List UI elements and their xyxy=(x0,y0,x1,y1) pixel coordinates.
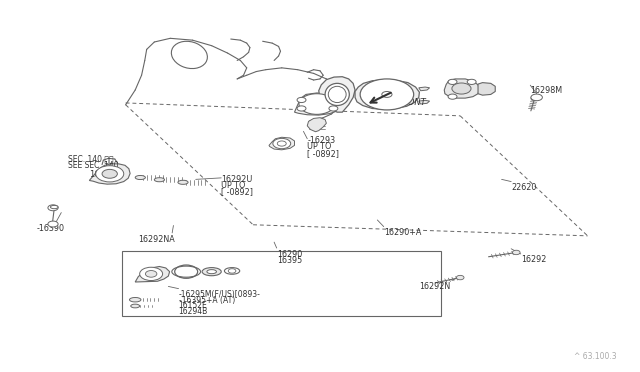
Ellipse shape xyxy=(207,270,216,274)
Circle shape xyxy=(228,269,236,273)
Circle shape xyxy=(299,94,335,114)
Circle shape xyxy=(273,138,291,149)
Text: 16290+A: 16290+A xyxy=(384,228,421,237)
Circle shape xyxy=(96,166,124,182)
Circle shape xyxy=(467,79,476,84)
Text: 16292U: 16292U xyxy=(221,175,253,184)
Circle shape xyxy=(48,221,58,227)
Circle shape xyxy=(448,79,457,84)
Circle shape xyxy=(452,83,471,94)
Ellipse shape xyxy=(325,83,349,106)
Text: SEE SEC. 140: SEE SEC. 140 xyxy=(68,161,119,170)
Circle shape xyxy=(513,250,520,255)
Circle shape xyxy=(277,141,286,146)
Polygon shape xyxy=(419,100,429,104)
Text: 16292N: 16292N xyxy=(419,282,450,291)
Text: UP TO: UP TO xyxy=(307,142,332,151)
Circle shape xyxy=(448,94,457,99)
Circle shape xyxy=(531,94,542,101)
Text: 16152E: 16152E xyxy=(179,301,207,310)
Circle shape xyxy=(329,106,338,111)
Ellipse shape xyxy=(51,205,58,209)
Ellipse shape xyxy=(202,267,221,276)
Ellipse shape xyxy=(135,176,145,180)
Bar xyxy=(122,251,441,316)
Ellipse shape xyxy=(178,180,188,185)
Text: FRONT: FRONT xyxy=(397,98,426,107)
Text: 16296: 16296 xyxy=(90,170,116,179)
Polygon shape xyxy=(269,137,294,150)
Text: -16293: -16293 xyxy=(307,136,335,145)
Polygon shape xyxy=(355,80,419,109)
Ellipse shape xyxy=(131,304,140,308)
Text: -16395+A (AT): -16395+A (AT) xyxy=(179,296,235,305)
Text: UP TO: UP TO xyxy=(221,181,246,190)
Circle shape xyxy=(48,205,58,211)
Ellipse shape xyxy=(328,86,346,103)
Polygon shape xyxy=(294,93,342,115)
Circle shape xyxy=(297,106,306,111)
Text: ^ 63.100.3: ^ 63.100.3 xyxy=(573,352,616,361)
Circle shape xyxy=(329,97,338,102)
Text: 16292: 16292 xyxy=(521,255,546,264)
Text: 16290: 16290 xyxy=(276,250,302,259)
Text: 16395: 16395 xyxy=(276,256,302,265)
Circle shape xyxy=(145,270,157,277)
Ellipse shape xyxy=(129,298,141,302)
Text: 16292NA: 16292NA xyxy=(138,235,175,244)
Circle shape xyxy=(531,96,539,100)
Circle shape xyxy=(297,97,306,103)
Polygon shape xyxy=(419,87,429,91)
Text: 16294B: 16294B xyxy=(179,307,208,316)
Circle shape xyxy=(102,169,117,178)
Polygon shape xyxy=(319,77,355,112)
Text: -16295M(F/US)[0893-: -16295M(F/US)[0893- xyxy=(179,290,260,299)
Polygon shape xyxy=(444,79,479,98)
Text: [ -0892]: [ -0892] xyxy=(307,149,339,158)
Circle shape xyxy=(140,267,163,280)
Circle shape xyxy=(382,92,392,97)
Circle shape xyxy=(456,275,464,280)
Circle shape xyxy=(360,79,413,110)
Text: 16298M: 16298M xyxy=(531,86,563,95)
Text: -16390: -16390 xyxy=(36,224,65,232)
Text: SEC. 140 参照: SEC. 140 参照 xyxy=(68,155,114,164)
Polygon shape xyxy=(135,266,170,282)
Polygon shape xyxy=(478,83,495,95)
Ellipse shape xyxy=(154,178,164,182)
Polygon shape xyxy=(90,164,130,184)
Text: 22620: 22620 xyxy=(511,183,536,192)
Polygon shape xyxy=(307,118,326,132)
Text: [ -0892]: [ -0892] xyxy=(221,187,253,196)
